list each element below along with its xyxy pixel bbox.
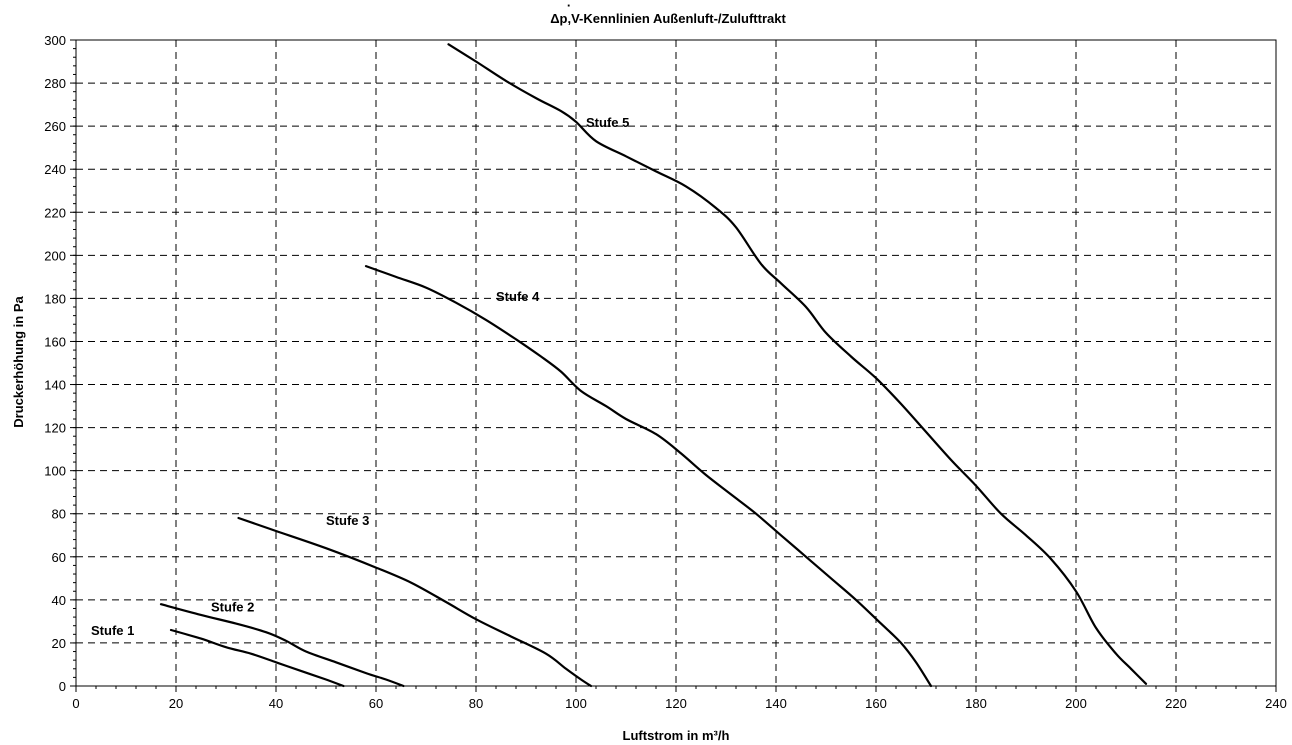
curve-stufe-4: [364, 265, 933, 688]
y-axis-title: Druckerhöhung in Pa: [11, 296, 26, 428]
x-tick-label: 120: [665, 696, 687, 711]
x-tick-label: 60: [369, 696, 383, 711]
y-tick-label: 220: [44, 205, 66, 220]
y-tick-label: 260: [44, 119, 66, 134]
series-label-stufe-1: Stufe 1: [91, 623, 134, 638]
y-tick-label: 300: [44, 33, 66, 48]
x-axis-ticks: 0 20 40 60 80 100 120 140 160 180 200 220 240: [72, 686, 1287, 711]
x-tick-label: 20: [169, 696, 183, 711]
x-tick-label: 0: [72, 696, 79, 711]
y-tick-label: 160: [44, 334, 66, 349]
x-tick-label: 100: [565, 696, 587, 711]
series-label-stufe-3: Stufe 3: [326, 513, 369, 528]
x-tick-label: 140: [765, 696, 787, 711]
y-tick-label: 60: [52, 550, 66, 565]
curve-stufe-5: [447, 43, 1148, 685]
y-tick-label: 200: [44, 248, 66, 263]
curves: [159, 43, 1148, 688]
y-axis-ticks: 0 20 40 60 80 100 120 140 160 180 200 220 240 260 280 3…: [44, 33, 76, 694]
y-tick-label: 80: [52, 507, 66, 522]
curve-stufe-3: [237, 516, 593, 688]
curve-stufe-1: [169, 628, 345, 688]
series-label-stufe-2: Stufe 2: [211, 599, 254, 614]
y-tick-label: 180: [44, 291, 66, 306]
y-tick-label: 40: [52, 593, 66, 608]
x-tick-label: 200: [1065, 696, 1087, 711]
y-tick-label: 280: [44, 76, 66, 91]
y-tick-label: 140: [44, 378, 66, 393]
x-tick-label: 80: [469, 696, 483, 711]
title-dot-above-v: ·: [567, 0, 571, 13]
x-tick-label: 220: [1165, 696, 1187, 711]
x-tick-label: 240: [1265, 696, 1287, 711]
chart-title: Δp,V-Kennlinien Außenluft-/Zulufttrakt: [550, 11, 786, 26]
x-tick-label: 40: [269, 696, 283, 711]
x-tick-label: 160: [865, 696, 887, 711]
y-tick-label: 120: [44, 421, 66, 436]
y-tick-label: 20: [52, 636, 66, 651]
series-label-stufe-4: Stufe 4: [496, 289, 540, 304]
series-labels: Stufe 1 Stufe 2 Stufe 3 Stufe 4 Stufe 5: [91, 115, 629, 638]
y-tick-label: 240: [44, 162, 66, 177]
x-tick-label: 180: [965, 696, 987, 711]
curve-stufe-2: [159, 603, 405, 688]
series-label-stufe-5: Stufe 5: [586, 115, 629, 130]
y-tick-label: 0: [59, 679, 66, 694]
y-tick-label: 100: [44, 464, 66, 479]
x-axis-title: Luftstrom in m³/h: [623, 728, 730, 743]
grid-lines: [76, 40, 1276, 686]
